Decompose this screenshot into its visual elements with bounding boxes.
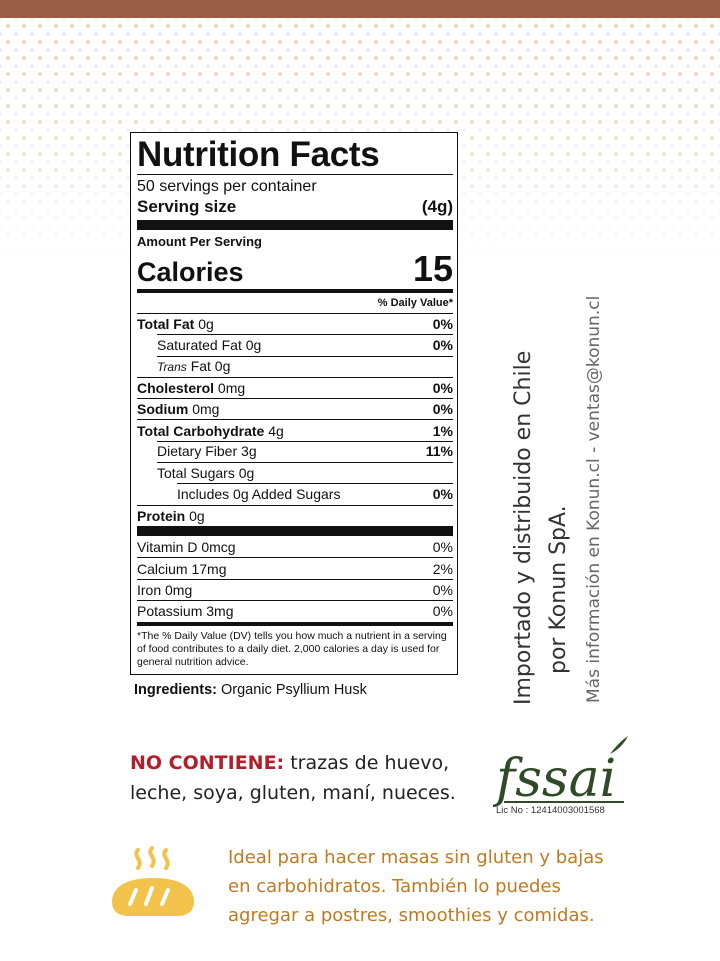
calories-label: Calories — [137, 257, 244, 287]
ingredients-line: Ingredients: Organic Psyllium Husk — [134, 682, 367, 698]
fssai-logo-text: fssai — [492, 749, 616, 809]
import-line-2: por Konun SpA. — [546, 505, 571, 674]
usage-description: Ideal para hacer masas sin gluten y baja… — [228, 847, 604, 926]
serving-size-row: Serving size (4g) — [137, 197, 453, 220]
nutrient-row-cholesterol: Cholesterol 0mg 0% — [137, 376, 453, 398]
vitamin-row-calcium: Calcium 17mg 2% — [137, 557, 453, 578]
nutrient-row-protein: Protein 0g — [137, 504, 453, 526]
fssai-license: Lic No : 12414003001568 — [496, 805, 605, 816]
vitamin-row-potassium: Potassium 3mg 0% — [137, 600, 453, 621]
bread-icon — [112, 846, 194, 916]
no-contiene-text: trazas de huevo, leche, soya, gluten, ma… — [130, 752, 456, 804]
nutrient-row-dietary-fiber: Dietary Fiber 3g 11% — [137, 440, 453, 462]
nutrient-row-total-fat: Total Fat 0g 0% — [137, 313, 453, 334]
vitamin-row-iron: Iron 0mg 0% — [137, 578, 453, 600]
vitamin-row-vitamin-d: Vitamin D 0mcg 0% — [137, 538, 453, 555]
nutrient-row-total-sugars: Total Sugars 0g — [137, 462, 453, 483]
nutrient-row-added-sugars: Includes 0g Added Sugars 0% — [137, 483, 453, 504]
top-band — [0, 0, 720, 18]
daily-value-footnote: *The % Daily Value (DV) tells you how mu… — [137, 629, 447, 668]
nutrition-title: Nutrition Facts — [137, 135, 380, 174]
contact-info: Más información en Konun.cl - ventas@kon… — [584, 295, 604, 703]
nutrition-facts-label: Nutrition Facts 50 servings per containe… — [130, 132, 458, 675]
fssai-logo: fssai — [492, 736, 628, 809]
ingredients-text: Organic Psyllium Husk — [221, 682, 367, 698]
allergen-notice: NO CONTIENE: trazas de huevo, leche, soy… — [130, 748, 470, 808]
daily-value-header: % Daily Value* — [377, 297, 453, 309]
serving-size-label: Serving size — [137, 197, 237, 216]
nutrient-row-sodium: Sodium 0mg 0% — [137, 398, 453, 419]
nutrient-row-saturated-fat: Saturated Fat 0g 0% — [137, 334, 453, 355]
import-line-1: Importado y distribuido en Chile — [511, 350, 536, 705]
ingredients-label: Ingredients: — [134, 682, 217, 698]
amount-per-serving: Amount Per Serving — [137, 234, 262, 249]
calories-row: Calories 15 — [137, 249, 453, 289]
no-contiene-label: NO CONTIENE: — [130, 752, 285, 774]
serving-size-value: (4g) — [421, 197, 453, 216]
calories-value: 15 — [412, 248, 453, 289]
servings-per-container: 50 servings per container — [137, 178, 317, 195]
nutrient-row-trans-fat: Trans Fat 0g — [137, 355, 453, 377]
nutrient-row-total-carbohydrate: Total Carbohydrate 4g 1% — [137, 419, 453, 440]
